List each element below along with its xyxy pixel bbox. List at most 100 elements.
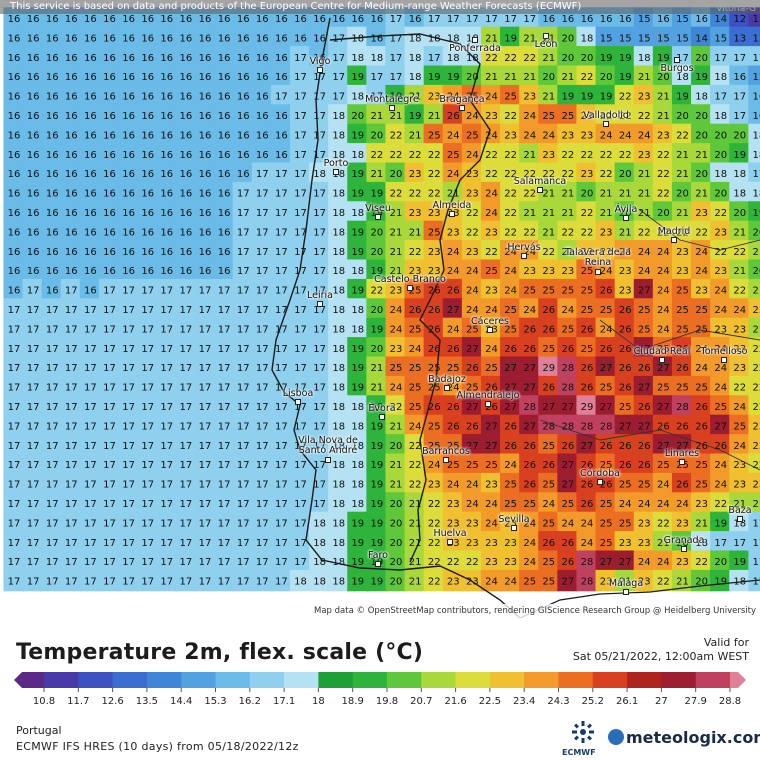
temperature-value: 21 bbox=[523, 150, 536, 161]
city-marker[interactable] bbox=[375, 561, 381, 567]
temperature-value: 20 bbox=[676, 189, 689, 200]
temperature-cell bbox=[519, 26, 541, 49]
temperature-cell bbox=[213, 550, 235, 572]
temperature-value: 19 bbox=[371, 324, 384, 335]
map-attribution[interactable]: Map data © OpenStreetMap contributors, r… bbox=[310, 604, 760, 618]
temperature-value: 18 bbox=[332, 150, 345, 161]
temperature-cell bbox=[614, 453, 636, 475]
temperature-value: 16 bbox=[160, 208, 173, 219]
temperature-value: 25 bbox=[428, 130, 441, 141]
temperature-cell bbox=[729, 472, 751, 495]
temperature-cell bbox=[3, 240, 25, 262]
city-marker[interactable] bbox=[511, 525, 517, 531]
city-marker[interactable] bbox=[333, 169, 339, 175]
temperature-value: 17 bbox=[8, 499, 21, 510]
ecmwf-logo-icon[interactable] bbox=[562, 720, 604, 758]
temperature-value: 23 bbox=[466, 538, 479, 549]
temperature-cell bbox=[442, 550, 464, 572]
temperature-cell bbox=[423, 259, 445, 281]
temperature-cell bbox=[671, 375, 694, 398]
temperature-cell bbox=[595, 472, 617, 495]
temperature-value: 17 bbox=[180, 402, 193, 413]
temperature-value: 16 bbox=[199, 33, 212, 44]
city-marker[interactable] bbox=[379, 414, 385, 420]
city-marker[interactable] bbox=[521, 253, 527, 259]
temperature-value: 24 bbox=[657, 305, 670, 316]
temperature-cell bbox=[79, 375, 101, 398]
temperature-value: 17 bbox=[237, 363, 250, 374]
city-marker[interactable] bbox=[317, 301, 323, 307]
temperature-cell bbox=[194, 84, 216, 107]
city-marker[interactable] bbox=[721, 357, 727, 363]
city-marker[interactable] bbox=[671, 237, 677, 243]
meteologix-logo[interactable]: meteologix.com bbox=[608, 728, 760, 747]
temperature-value: 22 bbox=[447, 557, 460, 568]
color-scale-segment bbox=[421, 672, 457, 688]
city-marker[interactable] bbox=[595, 269, 601, 275]
temperature-value: 25 bbox=[504, 324, 517, 335]
temperature-cell bbox=[538, 472, 560, 495]
city-marker[interactable] bbox=[623, 589, 629, 595]
city-marker[interactable] bbox=[389, 105, 395, 111]
temperature-value: 21 bbox=[676, 208, 689, 219]
temperature-cell bbox=[710, 104, 732, 126]
city-marker[interactable] bbox=[472, 37, 478, 43]
city-marker[interactable] bbox=[679, 459, 685, 465]
city-marker[interactable] bbox=[447, 539, 453, 545]
temperature-cell bbox=[691, 104, 713, 126]
city-marker[interactable] bbox=[674, 57, 680, 63]
city-marker[interactable] bbox=[681, 546, 687, 552]
temperature-cell bbox=[175, 375, 197, 398]
city-marker[interactable] bbox=[443, 457, 449, 463]
temperature-value: 16 bbox=[180, 14, 193, 25]
temperature-value: 20 bbox=[581, 53, 594, 64]
temperature-value: 17 bbox=[733, 538, 746, 549]
temperature-value: 17 bbox=[275, 286, 288, 297]
temperature-cell bbox=[576, 201, 598, 223]
city-marker[interactable] bbox=[537, 187, 543, 193]
temperature-value: 26 bbox=[676, 344, 689, 355]
city-marker[interactable] bbox=[597, 479, 603, 485]
temperature-value: 21 bbox=[638, 169, 651, 180]
temperature-cell bbox=[671, 531, 694, 553]
temperature-value: 16 bbox=[218, 72, 231, 83]
city-marker[interactable] bbox=[485, 401, 491, 407]
color-scale-segment bbox=[78, 672, 114, 688]
city-marker[interactable] bbox=[659, 357, 665, 363]
city-marker[interactable] bbox=[407, 285, 413, 291]
city-marker[interactable] bbox=[603, 121, 609, 127]
temperature-value: 17 bbox=[485, 14, 498, 25]
temperature-cell bbox=[595, 181, 617, 204]
city-marker[interactable] bbox=[295, 399, 301, 405]
temperature-cell bbox=[614, 84, 636, 107]
temperature-value: 17 bbox=[218, 344, 231, 355]
city-marker[interactable] bbox=[375, 214, 381, 220]
temperature-cell bbox=[671, 162, 694, 184]
temperature-cell bbox=[118, 162, 140, 184]
temperature-value: 19 bbox=[351, 344, 364, 355]
city-marker[interactable] bbox=[487, 327, 493, 333]
city-marker[interactable] bbox=[737, 516, 743, 522]
temperature-value: 17 bbox=[218, 324, 231, 335]
city-marker[interactable] bbox=[317, 67, 323, 73]
city-marker[interactable] bbox=[325, 457, 331, 463]
city-marker[interactable] bbox=[543, 33, 549, 39]
temperature-value: 18 bbox=[313, 169, 326, 180]
temperature-value: 17 bbox=[103, 577, 116, 588]
color-scale-tick-label: 21.6 bbox=[444, 696, 467, 707]
temperature-map[interactable]: 16 16 16 16 16 16 16 16 16 16 16 16 16 16 16 16 16 16 16 16… bbox=[0, 0, 760, 618]
temperature-cell bbox=[194, 123, 216, 146]
temperature-value: 19 bbox=[351, 189, 364, 200]
temperature-cell bbox=[748, 337, 760, 359]
temperature-cell bbox=[328, 143, 350, 165]
temperature-value: 17 bbox=[84, 441, 97, 452]
temperature-cell bbox=[614, 123, 636, 146]
city-marker[interactable] bbox=[459, 105, 465, 111]
temperature-value: 22 bbox=[523, 227, 536, 238]
city-marker[interactable] bbox=[444, 385, 450, 391]
temperature-value: 25 bbox=[619, 402, 632, 413]
temperature-value: 23 bbox=[447, 499, 460, 510]
city-marker[interactable] bbox=[449, 211, 455, 217]
city-marker[interactable] bbox=[623, 215, 629, 221]
color-scale-tick-label: 10.8 bbox=[32, 696, 56, 707]
